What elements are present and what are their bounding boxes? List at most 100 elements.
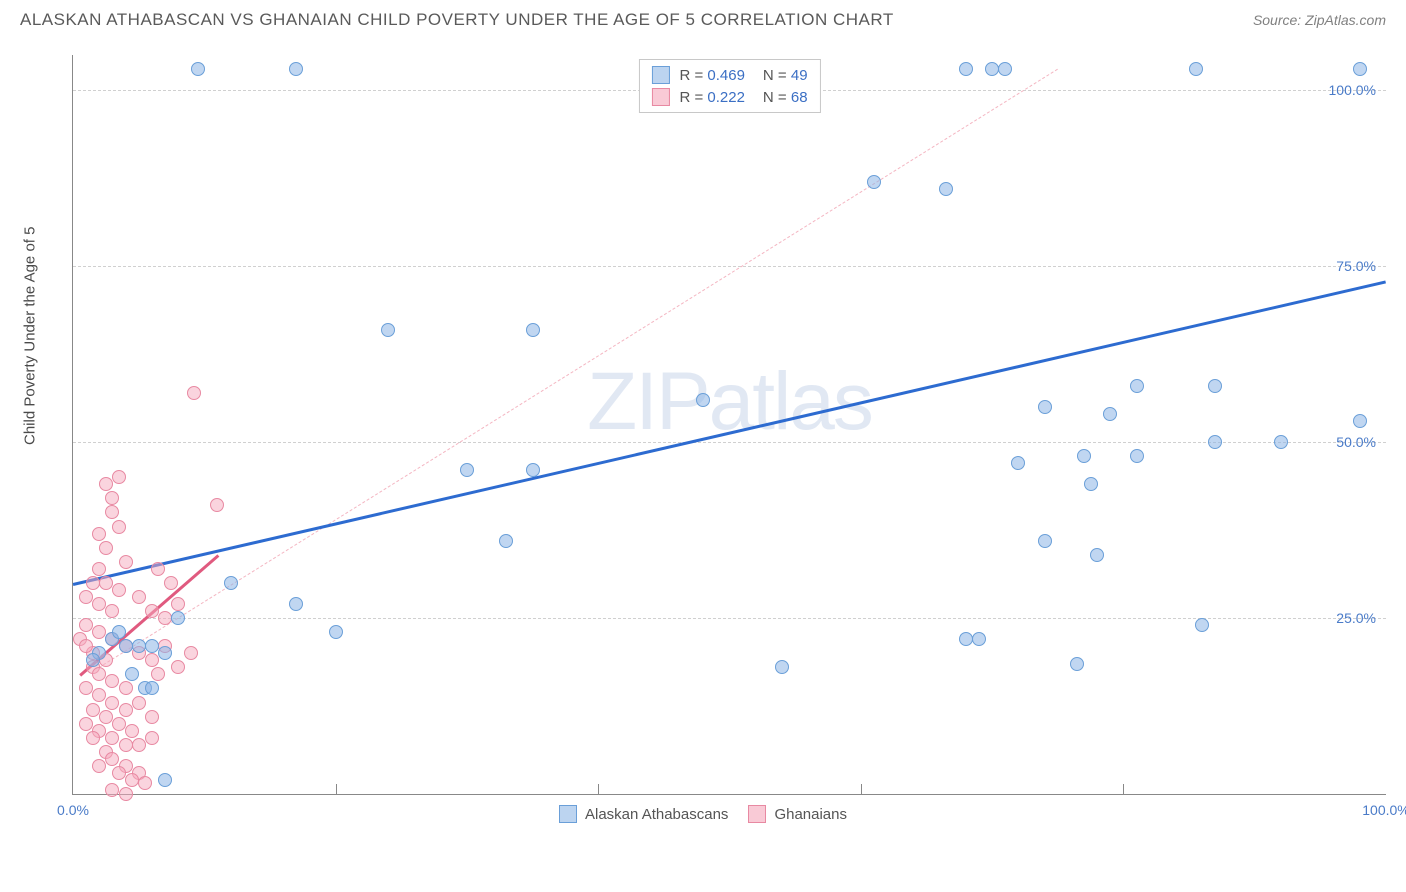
legend-swatch-athabascan: [559, 805, 577, 823]
data-point: [959, 62, 973, 76]
data-point: [1103, 407, 1117, 421]
data-point: [289, 62, 303, 76]
data-point: [210, 498, 224, 512]
stat-r-label: R = 0.222: [679, 89, 744, 106]
data-point: [92, 597, 106, 611]
data-point: [125, 773, 139, 787]
data-point: [985, 62, 999, 76]
data-point: [867, 175, 881, 189]
data-point: [132, 590, 146, 604]
data-point: [125, 724, 139, 738]
data-point: [105, 696, 119, 710]
data-point: [499, 534, 513, 548]
trend-line: [73, 280, 1387, 585]
data-point: [119, 681, 133, 695]
data-point: [289, 597, 303, 611]
gridline-v: [598, 784, 599, 794]
data-point: [1208, 379, 1222, 393]
data-point: [1353, 414, 1367, 428]
gridline-v: [1123, 784, 1124, 794]
data-point: [145, 639, 159, 653]
stat-r-label: R = 0.469: [679, 67, 744, 84]
data-point: [526, 463, 540, 477]
legend-label: Ghanaians: [774, 806, 847, 823]
y-tick-label: 75.0%: [1336, 258, 1376, 274]
data-point: [171, 660, 185, 674]
data-point: [132, 639, 146, 653]
gridline-v: [336, 784, 337, 794]
legend-swatch-ghanaian: [651, 88, 669, 106]
data-point: [79, 681, 93, 695]
data-point: [972, 632, 986, 646]
data-point: [132, 696, 146, 710]
data-point: [151, 562, 165, 576]
data-point: [151, 667, 165, 681]
data-point: [99, 576, 113, 590]
data-point: [939, 182, 953, 196]
data-point: [171, 611, 185, 625]
legend-series: Alaskan Athabascans Ghanaians: [559, 805, 847, 823]
data-point: [92, 527, 106, 541]
data-point: [112, 625, 126, 639]
data-point: [92, 688, 106, 702]
data-point: [99, 477, 113, 491]
data-point: [112, 766, 126, 780]
data-point: [171, 597, 185, 611]
x-tick-label: 0.0%: [57, 802, 89, 818]
data-point: [79, 717, 93, 731]
data-point: [112, 583, 126, 597]
data-point: [119, 555, 133, 569]
data-point: [158, 611, 172, 625]
stat-n-label: N = 68: [763, 89, 808, 106]
gridline-v: [861, 784, 862, 794]
data-point: [145, 710, 159, 724]
page-title: ALASKAN ATHABASCAN VS GHANAIAN CHILD POV…: [20, 10, 894, 30]
data-point: [187, 386, 201, 400]
data-point: [1077, 449, 1091, 463]
data-point: [696, 393, 710, 407]
stat-n-label: N = 49: [763, 67, 808, 84]
gridline-h: [73, 266, 1386, 267]
gridline-h: [73, 618, 1386, 619]
data-point: [164, 576, 178, 590]
data-point: [224, 576, 238, 590]
data-point: [1011, 456, 1025, 470]
y-tick-label: 50.0%: [1336, 434, 1376, 450]
data-point: [112, 470, 126, 484]
data-point: [99, 541, 113, 555]
data-point: [145, 604, 159, 618]
data-point: [92, 759, 106, 773]
data-point: [86, 703, 100, 717]
data-point: [119, 787, 133, 801]
data-point: [92, 562, 106, 576]
data-point: [86, 576, 100, 590]
data-point: [1130, 449, 1144, 463]
legend-swatch-athabascan: [651, 66, 669, 84]
data-point: [112, 520, 126, 534]
data-point: [1208, 435, 1222, 449]
data-point: [99, 710, 113, 724]
data-point: [92, 625, 106, 639]
data-point: [105, 604, 119, 618]
trend-line: [99, 69, 1058, 668]
data-point: [105, 491, 119, 505]
data-point: [105, 731, 119, 745]
y-tick-label: 25.0%: [1336, 610, 1376, 626]
data-point: [158, 646, 172, 660]
data-point: [184, 646, 198, 660]
data-point: [775, 660, 789, 674]
data-point: [138, 776, 152, 790]
data-point: [79, 590, 93, 604]
data-point: [119, 738, 133, 752]
data-point: [1084, 477, 1098, 491]
data-point: [1038, 400, 1052, 414]
data-point: [381, 323, 395, 337]
data-point: [105, 783, 119, 797]
data-point: [105, 752, 119, 766]
legend-stats: R = 0.469 N = 49 R = 0.222 N = 68: [638, 59, 820, 113]
data-point: [119, 703, 133, 717]
data-point: [526, 323, 540, 337]
data-point: [329, 625, 343, 639]
data-point: [1038, 534, 1052, 548]
chart-container: Child Poverty Under the Age of 5 ZIPatla…: [20, 35, 1386, 855]
